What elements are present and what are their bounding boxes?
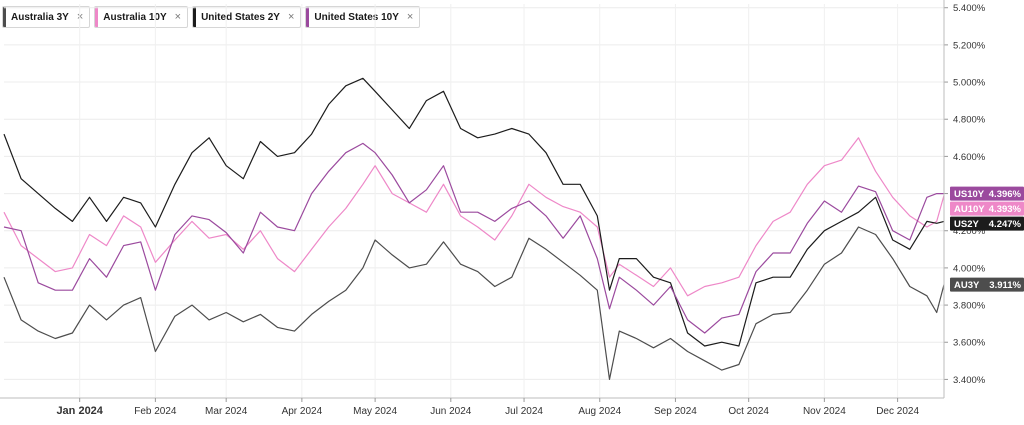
legend-label: Australia 3Y (11, 11, 69, 23)
x-tick-label: Aug 2024 (578, 406, 621, 417)
series-line-us2y (3, 77, 945, 347)
tag-value: 4.396% (989, 189, 1022, 200)
y-tick-label: 5.200% (953, 40, 986, 51)
legend-swatch (95, 7, 99, 27)
close-icon[interactable]: × (174, 11, 182, 23)
tag-name: US2Y (954, 219, 979, 230)
x-tick-label: Jan 2024 (56, 405, 103, 417)
legend-chip-united-states-2y[interactable]: United States 2Y × (192, 6, 302, 28)
legend-label: United States 2Y (201, 11, 280, 23)
series-lines (3, 77, 945, 380)
tag-name: AU3Y (954, 280, 980, 291)
legend-swatch (306, 7, 310, 27)
legend-chip-united-states-10y[interactable]: United States 10Y × (305, 6, 421, 28)
series-line-au3y (3, 226, 945, 380)
x-tick-label: Apr 2024 (282, 406, 323, 417)
last-value-tag-us2y: US2Y 4.247% (950, 216, 1024, 231)
x-tick-label: Mar 2024 (205, 406, 248, 417)
x-tick-label: Jul 2024 (505, 406, 543, 417)
close-icon[interactable]: × (287, 11, 295, 23)
x-tick-label: Oct 2024 (728, 406, 769, 417)
grid (4, 4, 944, 398)
y-tick-label: 4.600% (953, 152, 986, 163)
tag-background (950, 186, 1024, 201)
tag-value: 3.911% (989, 280, 1021, 291)
y-tick-label: 4.000% (953, 263, 986, 274)
x-tick-label: Dec 2024 (876, 406, 919, 417)
x-tick-label: Jun 2024 (430, 406, 472, 417)
y-tick-label: 5.000% (953, 78, 986, 89)
y-tick-label: 4.800% (953, 115, 986, 126)
tag-value: 4.247% (989, 219, 1022, 230)
legend-swatch (193, 7, 197, 27)
x-tick-label: Sep 2024 (654, 406, 697, 417)
tag-name: US10Y (954, 189, 985, 200)
last-value-tags: US10Y 4.396% AU10Y 4.393% US2Y 4.247% AU3Y 3.91… (950, 186, 1024, 292)
y-tick-label: 3.600% (953, 338, 986, 349)
y-tick-label: 3.400% (953, 375, 986, 386)
y-axis: 3.400%3.600%3.800%4.000%4.200%4.400%4.60… (943, 0, 986, 398)
legend-chip-australia-10y[interactable]: Australia 10Y × (94, 6, 189, 28)
y-tick-label: 4.200% (953, 226, 986, 237)
y-tick-label: 5.400% (953, 3, 986, 14)
tag-background (950, 277, 1024, 292)
series-line-au10y (3, 137, 945, 297)
x-axis: Jan 2024 Feb 2024 Mar 2024 Apr 2024 May 2024… (0, 397, 944, 417)
legend: Australia 3Y × Australia 10Y × United St… (2, 6, 421, 28)
last-value-tag-au10y: AU10Y 4.393% (950, 201, 1024, 216)
legend-swatch (3, 7, 6, 27)
x-tick-label: Feb 2024 (134, 406, 177, 417)
tag-value: 4.393% (989, 204, 1022, 215)
last-value-tag-us10y: US10Y 4.396% (950, 186, 1024, 201)
close-icon[interactable]: × (406, 11, 414, 23)
tag-background (950, 216, 1024, 231)
legend-label: United States 10Y (314, 11, 399, 23)
y-tick-label: 3.800% (953, 301, 986, 312)
tag-background (950, 201, 1024, 216)
last-value-tag-au3y: AU3Y 3.911% (950, 277, 1024, 292)
x-tick-label: Nov 2024 (803, 406, 846, 417)
x-tick-label: May 2024 (353, 406, 397, 417)
tag-name: AU10Y (954, 204, 985, 215)
series-line-us10y (3, 142, 944, 334)
legend-label: Australia 10Y (103, 11, 167, 23)
